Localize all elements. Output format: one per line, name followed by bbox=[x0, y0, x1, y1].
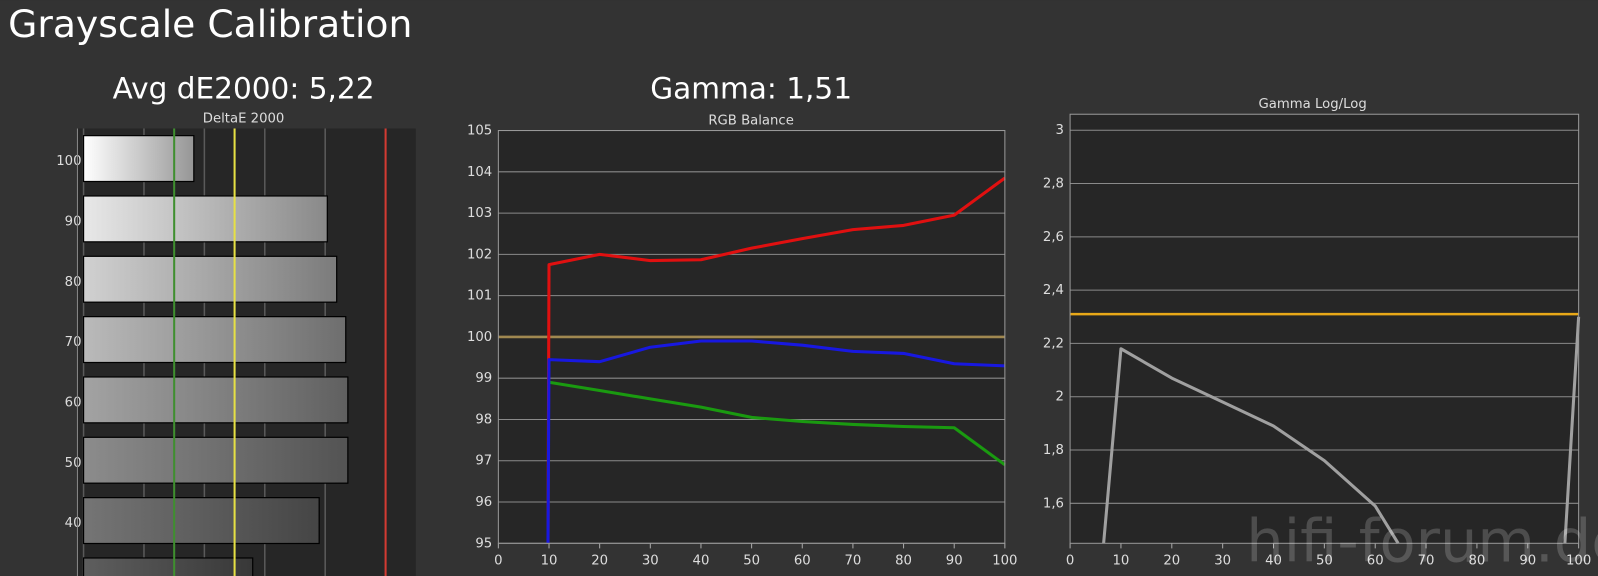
y-tick-label: 2,4 bbox=[1043, 283, 1064, 298]
y-tick-label: 1,8 bbox=[1043, 443, 1064, 458]
y-tick-label: 80 bbox=[65, 275, 82, 290]
bar bbox=[82, 436, 349, 484]
chart-title: DeltaE 2000 bbox=[203, 111, 285, 126]
series-line bbox=[546, 339, 1005, 544]
x-tick-label: 0 bbox=[494, 554, 502, 569]
y-tick-label: 104 bbox=[467, 165, 492, 180]
watermark: hifi-forum.de bbox=[1246, 506, 1598, 575]
x-tick-label: 100 bbox=[1566, 554, 1591, 569]
x-tick-label: 40 bbox=[693, 554, 710, 569]
y-tick-label: 2,2 bbox=[1043, 336, 1064, 351]
chart-title: Gamma Log/Log bbox=[1259, 97, 1367, 112]
x-tick-label: 100 bbox=[992, 554, 1017, 569]
y-tick-label: 103 bbox=[467, 206, 492, 221]
y-tick-label: 2 bbox=[1056, 390, 1064, 405]
x-tick-label: 90 bbox=[1519, 554, 1536, 569]
y-tick-label: 96 bbox=[475, 495, 492, 510]
y-tick-label: 100 bbox=[467, 330, 492, 345]
x-tick-label: 10 bbox=[541, 554, 558, 569]
x-tick-label: 30 bbox=[1214, 554, 1231, 569]
x-tick-label: 90 bbox=[946, 554, 963, 569]
bar bbox=[82, 135, 195, 183]
series-line bbox=[548, 380, 1006, 467]
y-tick-label: 100 bbox=[56, 154, 81, 169]
bar bbox=[82, 195, 328, 243]
y-tick-label: 3 bbox=[1056, 123, 1064, 138]
chart-heading: Avg dE2000: 5,22 bbox=[113, 71, 375, 105]
page-title: Grayscale Calibration bbox=[8, 2, 412, 46]
y-tick-label: 60 bbox=[65, 395, 82, 410]
y-tick-label: 1,6 bbox=[1043, 496, 1064, 511]
series-line bbox=[546, 176, 1006, 544]
x-tick-label: 50 bbox=[1316, 554, 1333, 569]
plot-frame bbox=[1069, 113, 1580, 544]
bar bbox=[82, 557, 254, 576]
y-tick-label: 40 bbox=[65, 516, 82, 531]
y-tick-label: 97 bbox=[475, 454, 492, 469]
bar bbox=[82, 376, 349, 424]
y-tick-label: 2,6 bbox=[1043, 230, 1064, 245]
bar bbox=[82, 497, 320, 545]
x-tick-label: 60 bbox=[794, 554, 811, 569]
x-tick-label: 20 bbox=[591, 554, 608, 569]
chart-heading: Gamma: 1,51 bbox=[650, 71, 852, 105]
y-tick-label: 90 bbox=[65, 214, 82, 229]
x-tick-label: 80 bbox=[895, 554, 912, 569]
plot-area bbox=[1070, 114, 1579, 544]
y-tick-label: 102 bbox=[467, 247, 492, 262]
y-tick-label: 95 bbox=[475, 536, 492, 551]
x-tick-label: 80 bbox=[1469, 554, 1486, 569]
x-tick-label: 20 bbox=[1163, 554, 1180, 569]
y-tick-label: 99 bbox=[475, 371, 492, 386]
x-tick-label: 70 bbox=[1418, 554, 1435, 569]
x-tick-label: 70 bbox=[844, 554, 861, 569]
y-tick-label: 98 bbox=[475, 412, 492, 427]
y-tick-label: 2,8 bbox=[1043, 177, 1064, 192]
x-tick-label: 60 bbox=[1367, 554, 1384, 569]
x-tick-label: 40 bbox=[1265, 554, 1282, 569]
bars bbox=[82, 128, 387, 576]
bar bbox=[82, 255, 338, 303]
chart-title: RGB Balance bbox=[708, 113, 794, 128]
x-tick-label: 0 bbox=[1066, 554, 1074, 569]
x-tick-label: 30 bbox=[642, 554, 659, 569]
series-line bbox=[1102, 316, 1581, 545]
y-tick-label: 105 bbox=[467, 124, 492, 139]
bar bbox=[82, 316, 347, 364]
y-tick-label: 101 bbox=[467, 289, 492, 304]
y-tick-label: 50 bbox=[65, 456, 82, 471]
x-tick-label: 50 bbox=[743, 554, 760, 569]
plot-frame bbox=[497, 130, 1006, 544]
x-tick-label: 10 bbox=[1113, 554, 1130, 569]
y-tick-label: 70 bbox=[65, 335, 82, 350]
